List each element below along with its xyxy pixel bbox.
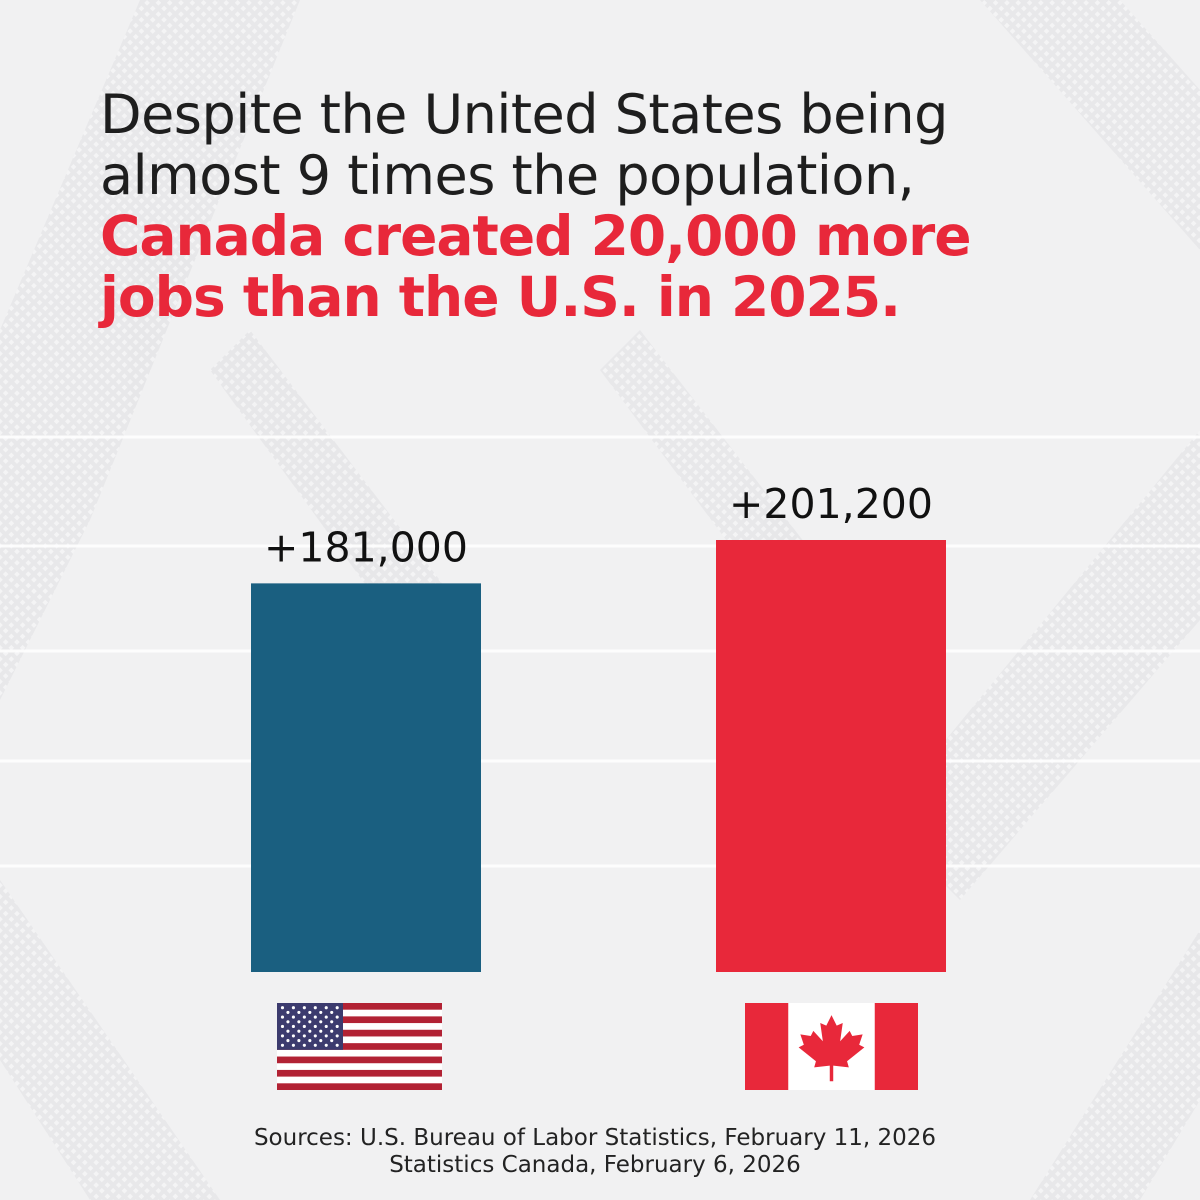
- headline-line-3: Canada created 20,000 more: [100, 204, 972, 268]
- sources-line-1: Sources: U.S. Bureau of Labor Statistics…: [253, 1125, 937, 1151]
- maple-leaf-icon: [798, 1015, 865, 1082]
- bar-us: [251, 583, 481, 972]
- jobs-bar-chart: +181,000 +201,200: [251, 480, 946, 972]
- headline-line-1: Despite the United States being: [100, 83, 948, 146]
- headline: Despite the United States being almost 9…: [100, 84, 1140, 328]
- data-label-us: +181,000: [264, 523, 468, 571]
- sources-note: Sources: U.S. Bureau of Labor Statistics…: [0, 1125, 1190, 1179]
- bar-canada: [716, 540, 946, 972]
- sources-line-2: Statistics Canada, February 6, 2026: [389, 1152, 801, 1178]
- us-flag-icon: [277, 1003, 442, 1090]
- data-label-canada: +201,200: [729, 480, 933, 528]
- headline-line-4: jobs than the U.S. in 2025.: [100, 265, 901, 329]
- headline-line-2: almost 9 times the population,: [100, 144, 915, 207]
- canada-flag-icon: [745, 1003, 918, 1090]
